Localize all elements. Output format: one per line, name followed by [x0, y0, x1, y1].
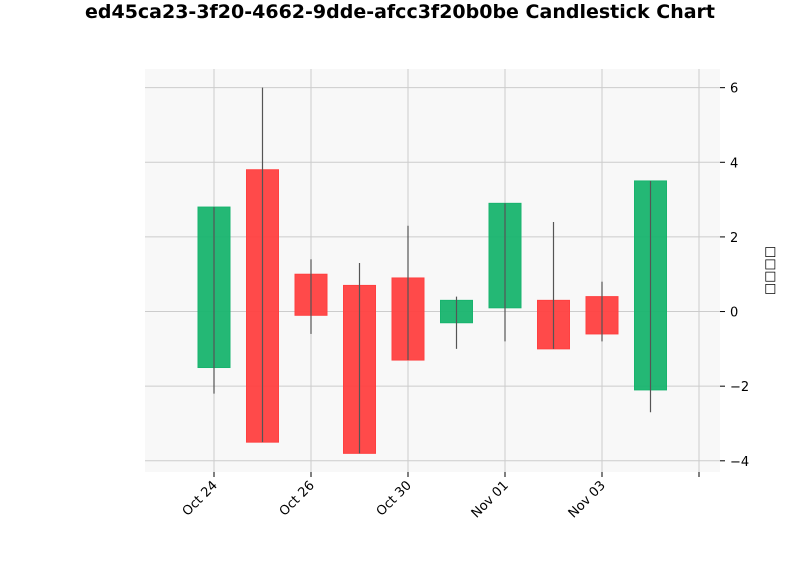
candle: [343, 263, 376, 454]
x-tick-label: Nov 03: [566, 478, 609, 521]
candle: [391, 225, 425, 361]
y-axis: −4 −2 0 2 4 6: [720, 82, 749, 470]
y-tick-label: 6: [730, 82, 738, 97]
y-tick-label: −2: [730, 380, 749, 395]
plot-background: [145, 69, 720, 472]
x-tick-label: Oct 30: [374, 478, 415, 519]
candle: [537, 221, 570, 350]
y-tick-label: 0: [730, 306, 738, 321]
candle: [440, 296, 473, 349]
y-axis-label: □□□□: [763, 246, 778, 295]
candle: [585, 281, 619, 342]
candle: [488, 202, 522, 342]
candle: [197, 206, 231, 394]
chart-title: ed45ca23-3f20-4662-9dde-afcc3f20b0be Can…: [84, 1, 716, 23]
y-tick-label: −4: [730, 455, 749, 470]
candle: [246, 87, 279, 443]
y-tick-label: 4: [730, 156, 738, 171]
x-axis: Oct 24 Oct 26 Oct 30 Nov 01 Nov 03: [180, 472, 700, 521]
y-tick-label: 2: [730, 231, 738, 246]
x-tick-label: Oct 26: [277, 478, 318, 519]
candle: [294, 259, 328, 334]
candles: [197, 87, 667, 454]
x-tick-label: Oct 24: [180, 478, 221, 519]
x-tick-label: Nov 01: [469, 478, 512, 521]
candle: [634, 180, 667, 413]
